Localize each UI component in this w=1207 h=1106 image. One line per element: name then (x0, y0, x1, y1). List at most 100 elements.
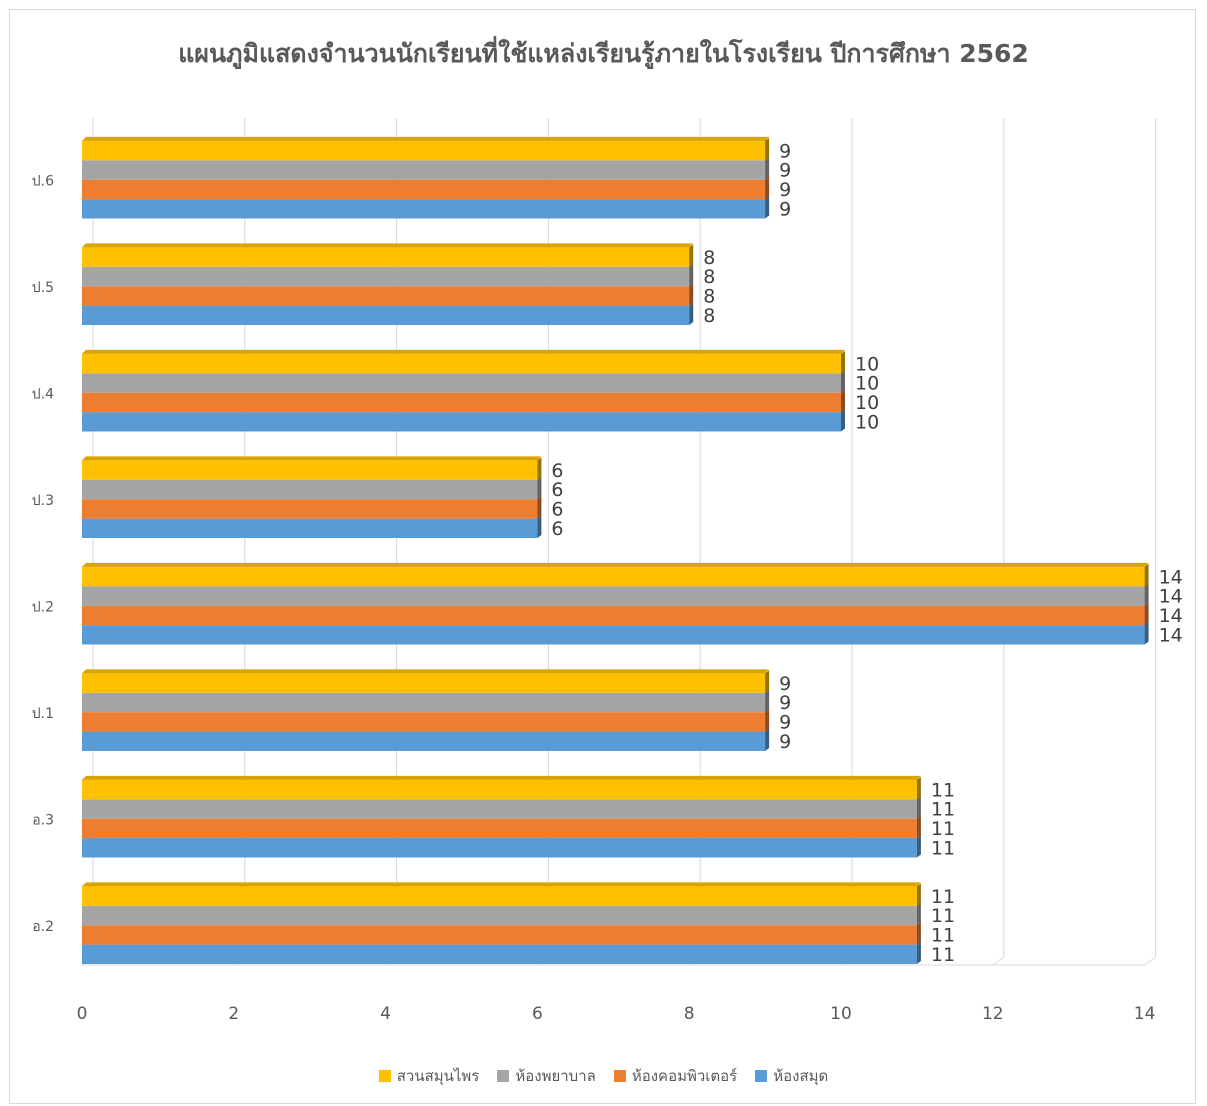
bar (82, 689, 770, 713)
y-category-label: ป.5 (32, 280, 54, 296)
bar-front (82, 160, 766, 180)
data-label: 10 (855, 392, 879, 414)
legend-item: ห้องสมุด (755, 1064, 828, 1088)
bar (82, 562, 1149, 587)
data-label: 6 (551, 460, 563, 482)
y-category-label: ป.4 (32, 387, 54, 403)
data-label: 11 (931, 838, 955, 860)
bar-front (82, 566, 1145, 587)
legend-swatch (497, 1070, 510, 1082)
bar-top (82, 775, 921, 780)
legend-label: ห้องพยาบาล (515, 1067, 596, 1085)
bar (82, 669, 770, 693)
bar-side (916, 835, 921, 858)
bar-front (82, 886, 917, 906)
bar-front (82, 673, 766, 693)
bar (82, 709, 770, 732)
bar-side (689, 263, 694, 287)
legend-item: ห้องพยาบาล (497, 1064, 596, 1088)
bar (82, 815, 921, 839)
y-category-label: ป.1 (32, 706, 54, 722)
x-tick-label: 2 (228, 1004, 239, 1024)
bar-front (82, 712, 766, 732)
data-label: 9 (779, 731, 791, 753)
bar-side (765, 709, 770, 732)
bar-front (82, 247, 690, 267)
bar-front (82, 499, 538, 519)
bar-front (82, 392, 841, 413)
data-label: 11 (931, 799, 955, 821)
y-category-label: ป.2 (32, 600, 54, 616)
bar-side (916, 776, 921, 800)
bar-side (765, 157, 770, 180)
data-label: 9 (779, 179, 791, 201)
data-label: 9 (779, 673, 791, 695)
bar-front (82, 460, 538, 480)
bar-side (1144, 563, 1149, 587)
x-tick-label: 0 (77, 1004, 88, 1024)
legend-label: ห้องสมุด (773, 1067, 829, 1085)
bar-front (82, 305, 690, 325)
data-label: 11 (931, 886, 955, 908)
bar-top (82, 562, 1149, 567)
y-category-label: อ.2 (32, 919, 54, 935)
bar-front (82, 140, 766, 161)
bar-side (916, 941, 921, 964)
legend-swatch (378, 1070, 391, 1082)
legend-item: สวนสมุนไพร (378, 1064, 479, 1088)
bar-front (82, 779, 917, 800)
data-label: 6 (551, 479, 563, 501)
bar (82, 302, 694, 325)
data-label: 9 (779, 199, 791, 221)
bar-front (82, 586, 1145, 606)
data-label: 8 (703, 266, 715, 288)
data-label: 9 (779, 160, 791, 182)
bar (82, 136, 770, 161)
bar (82, 902, 921, 926)
bar-side (765, 176, 770, 200)
bar-side (916, 902, 921, 926)
bar-front (82, 179, 766, 200)
bar (82, 775, 921, 800)
bar-front (82, 518, 538, 538)
data-label: 14 (1159, 605, 1183, 627)
gridline-floor (1144, 956, 1156, 966)
bar (82, 157, 770, 180)
bar-side (765, 689, 770, 713)
bar-side (765, 137, 770, 161)
bar-side (537, 457, 542, 480)
x-tick-label: 6 (532, 1004, 543, 1024)
bar (82, 882, 921, 906)
bar-front (82, 286, 690, 306)
x-tick-label: 4 (380, 1004, 391, 1024)
bar (82, 796, 921, 819)
data-label: 11 (931, 779, 955, 801)
y-category-label: อ.3 (32, 813, 54, 829)
bar (82, 496, 542, 519)
bar-side (841, 389, 845, 413)
bar-side (841, 350, 845, 374)
data-label: 9 (779, 692, 791, 714)
data-label: 8 (703, 247, 715, 269)
data-label: 9 (779, 712, 791, 734)
data-label: 14 (1159, 625, 1183, 647)
bar-side (1144, 583, 1149, 606)
data-label: 9 (779, 140, 791, 162)
x-tick-label: 10 (830, 1004, 852, 1024)
bar-side (689, 244, 694, 267)
bar-side (765, 728, 770, 751)
gridline-floor (992, 956, 1005, 966)
bar-side (537, 476, 542, 500)
bar-top (82, 456, 542, 461)
data-label: 14 (1159, 566, 1183, 588)
bar-front (82, 838, 917, 858)
bar-front (82, 925, 917, 945)
bar-front (82, 799, 917, 819)
y-category-label: ป.3 (32, 493, 54, 509)
bar (82, 389, 845, 413)
data-label: 11 (931, 905, 955, 927)
bar-side (1144, 622, 1149, 645)
legend-item: ห้องคอมพิวเตอร์ (613, 1064, 737, 1088)
bar (82, 583, 1149, 606)
